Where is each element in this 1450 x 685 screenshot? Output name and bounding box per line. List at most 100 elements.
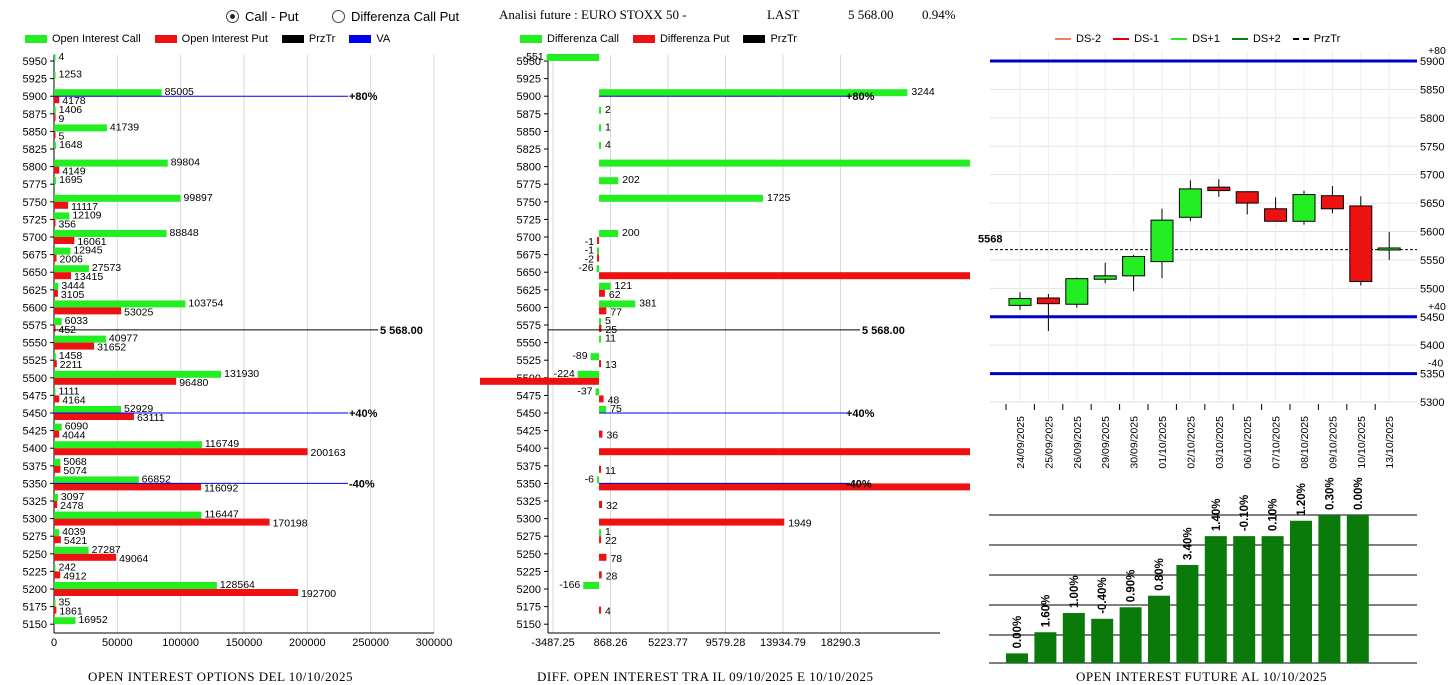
diff-put-value: -2 xyxy=(585,254,594,266)
future-bar-label: 1.20% xyxy=(1296,483,1308,516)
call-bar xyxy=(54,124,107,132)
call-value-label: 27287 xyxy=(92,544,121,556)
x-tick-label: 150000 xyxy=(226,637,263,649)
put-value-label: 4164 xyxy=(62,394,86,406)
diff-call-bar xyxy=(599,335,602,343)
future-bar-label: 1.00% xyxy=(1069,575,1081,608)
diff-put-value: 62 xyxy=(609,289,621,301)
diff-call-bar xyxy=(599,406,607,413)
band-label: -40 xyxy=(1428,358,1443,370)
put-bar xyxy=(54,342,95,350)
strike-label: 5550 xyxy=(517,338,541,350)
date-label: 10/10/2025 xyxy=(1356,416,1368,469)
diff-call-value: 4 xyxy=(605,139,611,151)
diff-call-bar xyxy=(599,194,764,202)
put-bar xyxy=(54,501,58,508)
y-tick-label: 5600 xyxy=(1420,227,1444,239)
y-tick-label: 5500 xyxy=(1420,283,1444,295)
strike-label: 5950 xyxy=(517,56,541,68)
diff-put-bar xyxy=(599,501,603,508)
radio-call-put[interactable]: Call - Put xyxy=(226,9,298,24)
y-tick-label: 5800 xyxy=(1420,113,1444,125)
candle-body xyxy=(1349,205,1373,283)
strike-label: 5600 xyxy=(517,302,541,314)
put-value-label: 192700 xyxy=(301,588,336,600)
strike-label: 5550 xyxy=(23,338,47,350)
diff-put-bar xyxy=(599,571,602,579)
radio-unselected-icon[interactable] xyxy=(332,10,345,23)
diff-put-bar xyxy=(597,237,600,244)
put-value-label: 53025 xyxy=(124,306,153,318)
future-bar xyxy=(1233,536,1256,663)
strike-label: 5750 xyxy=(23,197,47,209)
legend-item-va: VA xyxy=(349,33,390,45)
call-bar xyxy=(54,406,122,413)
strike-label: 5475 xyxy=(517,390,541,402)
date-label: 26/09/2025 xyxy=(1072,416,1084,469)
diff-put-value: 22 xyxy=(605,535,617,547)
diff-call-bar xyxy=(597,476,600,484)
strike-label: 5675 xyxy=(517,250,541,262)
put-value-label: 5421 xyxy=(64,535,88,547)
put-value-label: 1861 xyxy=(59,606,83,618)
diff-call-value: 202 xyxy=(622,174,640,186)
put-value-label: 3105 xyxy=(61,289,85,301)
future-bar-label: 1.40% xyxy=(1211,499,1223,532)
strike-label: 5300 xyxy=(517,514,541,526)
diff-call-value: 381 xyxy=(639,297,657,309)
diff-call-bar xyxy=(577,370,600,378)
diff-call-bar xyxy=(590,353,600,361)
title-mid: DIFF. OPEN INTEREST TRA IL 09/10/2025 E … xyxy=(537,669,874,684)
open-interest-chart: 0 50000 100000 150000 200000 250000 3000005950… xyxy=(23,51,453,649)
call-bar xyxy=(54,476,139,484)
radio-selected-icon[interactable] xyxy=(226,10,239,23)
strike-label: 5775 xyxy=(23,179,47,191)
date-label: 09/10/2025 xyxy=(1327,416,1339,469)
diff-call-value: 1725 xyxy=(767,192,791,204)
candle-body xyxy=(1122,256,1146,277)
diff-call-value: -166 xyxy=(559,579,580,591)
put-value-label: 31652 xyxy=(97,342,126,354)
date-label: 08/10/2025 xyxy=(1299,416,1311,469)
diff-put-value: 1949 xyxy=(788,518,812,530)
diff-call-value: -37 xyxy=(577,385,592,397)
diff-call-bar xyxy=(597,247,600,255)
date-label: 29/09/2025 xyxy=(1100,416,1112,469)
radio-differenza[interactable]: Differenza Call Put xyxy=(332,9,459,24)
call-value-label: 99897 xyxy=(184,192,213,204)
band-label: +80 xyxy=(1428,45,1446,57)
strike-label: 5250 xyxy=(23,549,47,561)
price-line-label: 5 568.00 xyxy=(380,325,423,337)
put-bar xyxy=(54,219,56,227)
ref-line-label: +80% xyxy=(846,91,875,103)
strike-label: 5925 xyxy=(517,74,541,86)
x-tick-label: -3487.25 xyxy=(531,637,574,649)
y-tick-label: 5850 xyxy=(1420,84,1444,96)
future-bar-label: 1.60% xyxy=(1040,595,1052,628)
x-tick-label: 300000 xyxy=(416,637,453,649)
diff-put-value: 11 xyxy=(605,465,616,477)
call-bar xyxy=(54,71,56,79)
diff-put-bar xyxy=(599,518,785,526)
strike-label: 5450 xyxy=(517,408,541,420)
call-bar xyxy=(54,194,181,202)
strike-label: 5275 xyxy=(517,531,541,543)
legend-item-prztr: PrzTr xyxy=(1292,33,1340,45)
call-value-label: 242 xyxy=(59,561,77,573)
y-tick-label: 5300 xyxy=(1420,397,1444,409)
future-bar xyxy=(1318,515,1341,663)
strike-label: 5725 xyxy=(23,214,47,226)
strike-label: 5150 xyxy=(23,619,47,631)
strike-label: 5900 xyxy=(23,91,47,103)
legend-item-ds+2: DS+2 xyxy=(1231,33,1281,45)
future-bar-label: -0.40% xyxy=(1097,577,1109,613)
put-bar xyxy=(54,113,56,121)
candle-body xyxy=(1207,186,1231,192)
diff-put-value: -1 xyxy=(585,236,594,248)
put-value-label: 11117 xyxy=(71,201,98,213)
x-tick-label: 9579.28 xyxy=(706,637,746,649)
diff-put-value: 4 xyxy=(605,606,611,618)
diff-call-bar xyxy=(599,124,602,132)
put-value-label: 4178 xyxy=(62,95,86,107)
call-bar xyxy=(54,617,76,625)
